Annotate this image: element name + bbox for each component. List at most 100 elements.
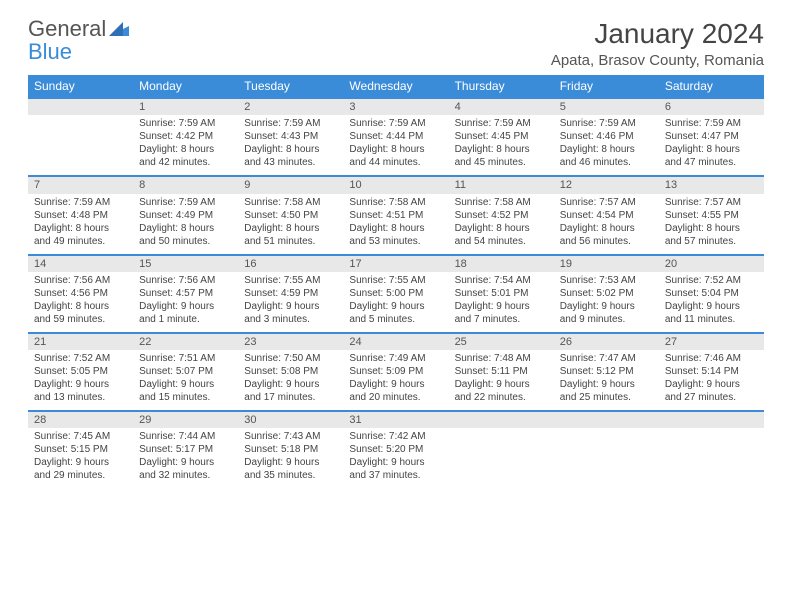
day-info-line: Sunrise: 7:53 AM <box>560 274 653 287</box>
day-info-line: Sunrise: 7:57 AM <box>560 196 653 209</box>
day-info-line: Sunset: 5:01 PM <box>455 287 548 300</box>
day-info-line: Sunset: 4:59 PM <box>244 287 337 300</box>
day-number-cell <box>28 98 133 115</box>
day-number-cell: 2 <box>238 98 343 115</box>
day-content-cell: Sunrise: 7:46 AMSunset: 5:14 PMDaylight:… <box>659 350 764 411</box>
day-number-cell <box>554 411 659 428</box>
day-info-line: and 29 minutes. <box>34 469 127 482</box>
day-info-line: Daylight: 8 hours <box>34 222 127 235</box>
day-info-line: Sunset: 4:43 PM <box>244 130 337 143</box>
day-info-line: Daylight: 9 hours <box>455 378 548 391</box>
day-info-line: Daylight: 8 hours <box>34 300 127 313</box>
day-info-line: Sunset: 5:07 PM <box>139 365 232 378</box>
day-info-line: Sunset: 5:20 PM <box>349 443 442 456</box>
day-content-cell: Sunrise: 7:55 AMSunset: 4:59 PMDaylight:… <box>238 272 343 333</box>
day-info-line: Daylight: 8 hours <box>139 222 232 235</box>
day-info-line: Sunset: 5:02 PM <box>560 287 653 300</box>
day-number-cell: 23 <box>238 333 343 350</box>
day-number-cell: 13 <box>659 176 764 193</box>
logo-word2: Blue <box>28 39 72 64</box>
day-info-line: and 22 minutes. <box>455 391 548 404</box>
day-number-cell: 16 <box>238 255 343 272</box>
day-number-cell: 22 <box>133 333 238 350</box>
day-number-cell: 19 <box>554 255 659 272</box>
day-content-cell: Sunrise: 7:59 AMSunset: 4:47 PMDaylight:… <box>659 115 764 176</box>
weekday-header: Thursday <box>449 75 554 98</box>
day-info-line: and 47 minutes. <box>665 156 758 169</box>
day-info-line: Sunset: 4:49 PM <box>139 209 232 222</box>
day-info-line: Daylight: 9 hours <box>139 300 232 313</box>
day-content-cell: Sunrise: 7:58 AMSunset: 4:51 PMDaylight:… <box>343 194 448 255</box>
content-row: Sunrise: 7:45 AMSunset: 5:15 PMDaylight:… <box>28 428 764 488</box>
day-info-line: and 7 minutes. <box>455 313 548 326</box>
day-number-cell: 12 <box>554 176 659 193</box>
day-info-line: Sunrise: 7:58 AM <box>244 196 337 209</box>
weekday-header: Friday <box>554 75 659 98</box>
day-content-cell: Sunrise: 7:48 AMSunset: 5:11 PMDaylight:… <box>449 350 554 411</box>
day-info-line: Sunrise: 7:56 AM <box>34 274 127 287</box>
day-info-line: and 1 minute. <box>139 313 232 326</box>
day-content-cell: Sunrise: 7:43 AMSunset: 5:18 PMDaylight:… <box>238 428 343 488</box>
day-number-cell: 18 <box>449 255 554 272</box>
daynum-row: 123456 <box>28 98 764 115</box>
day-number-cell: 4 <box>449 98 554 115</box>
day-info-line: Sunset: 4:52 PM <box>455 209 548 222</box>
day-number-cell: 14 <box>28 255 133 272</box>
day-info-line: Sunset: 4:45 PM <box>455 130 548 143</box>
day-info-line: and 15 minutes. <box>139 391 232 404</box>
day-content-cell: Sunrise: 7:59 AMSunset: 4:45 PMDaylight:… <box>449 115 554 176</box>
logo-word1: General <box>28 16 106 41</box>
day-content-cell: Sunrise: 7:58 AMSunset: 4:50 PMDaylight:… <box>238 194 343 255</box>
day-info-line: Daylight: 8 hours <box>139 143 232 156</box>
day-info-line: and 50 minutes. <box>139 235 232 248</box>
day-info-line: and 42 minutes. <box>139 156 232 169</box>
day-content-cell <box>28 115 133 176</box>
day-info-line: Sunrise: 7:54 AM <box>455 274 548 287</box>
location: Apata, Brasov County, Romania <box>551 52 764 69</box>
day-info-line: Sunrise: 7:58 AM <box>349 196 442 209</box>
day-info-line: Sunset: 5:14 PM <box>665 365 758 378</box>
day-number-cell: 21 <box>28 333 133 350</box>
day-info-line: Sunrise: 7:59 AM <box>455 117 548 130</box>
day-info-line: Sunrise: 7:59 AM <box>349 117 442 130</box>
day-info-line: Daylight: 8 hours <box>665 143 758 156</box>
day-number-cell: 20 <box>659 255 764 272</box>
day-info-line: and 51 minutes. <box>244 235 337 248</box>
day-content-cell: Sunrise: 7:57 AMSunset: 4:55 PMDaylight:… <box>659 194 764 255</box>
day-info-line: Sunrise: 7:48 AM <box>455 352 548 365</box>
day-number-cell: 11 <box>449 176 554 193</box>
day-info-line: Sunrise: 7:45 AM <box>34 430 127 443</box>
day-info-line: Daylight: 9 hours <box>34 456 127 469</box>
day-info-line: Daylight: 9 hours <box>665 300 758 313</box>
day-info-line: Daylight: 9 hours <box>349 300 442 313</box>
day-content-cell <box>554 428 659 488</box>
day-info-line: Sunrise: 7:59 AM <box>139 196 232 209</box>
day-content-cell: Sunrise: 7:51 AMSunset: 5:07 PMDaylight:… <box>133 350 238 411</box>
day-info-line: and 35 minutes. <box>244 469 337 482</box>
day-info-line: Daylight: 8 hours <box>455 222 548 235</box>
day-info-line: Daylight: 8 hours <box>455 143 548 156</box>
day-info-line: Daylight: 9 hours <box>244 378 337 391</box>
day-info-line: Daylight: 8 hours <box>349 143 442 156</box>
weekday-header-row: SundayMondayTuesdayWednesdayThursdayFrid… <box>28 75 764 98</box>
content-row: Sunrise: 7:59 AMSunset: 4:42 PMDaylight:… <box>28 115 764 176</box>
day-number-cell: 24 <box>343 333 448 350</box>
day-info-line: Sunset: 4:50 PM <box>244 209 337 222</box>
day-info-line: and 13 minutes. <box>34 391 127 404</box>
day-info-line: Sunset: 5:12 PM <box>560 365 653 378</box>
day-info-line: Sunset: 4:42 PM <box>139 130 232 143</box>
day-info-line: Sunrise: 7:59 AM <box>244 117 337 130</box>
day-content-cell: Sunrise: 7:53 AMSunset: 5:02 PMDaylight:… <box>554 272 659 333</box>
day-info-line: and 54 minutes. <box>455 235 548 248</box>
day-info-line: Sunset: 5:04 PM <box>665 287 758 300</box>
day-number-cell: 27 <box>659 333 764 350</box>
day-info-line: and 3 minutes. <box>244 313 337 326</box>
day-content-cell: Sunrise: 7:44 AMSunset: 5:17 PMDaylight:… <box>133 428 238 488</box>
day-content-cell <box>449 428 554 488</box>
day-info-line: and 46 minutes. <box>560 156 653 169</box>
day-info-line: Sunset: 4:51 PM <box>349 209 442 222</box>
day-number-cell: 17 <box>343 255 448 272</box>
content-row: Sunrise: 7:59 AMSunset: 4:48 PMDaylight:… <box>28 194 764 255</box>
day-info-line: Sunset: 5:09 PM <box>349 365 442 378</box>
weekday-header: Monday <box>133 75 238 98</box>
